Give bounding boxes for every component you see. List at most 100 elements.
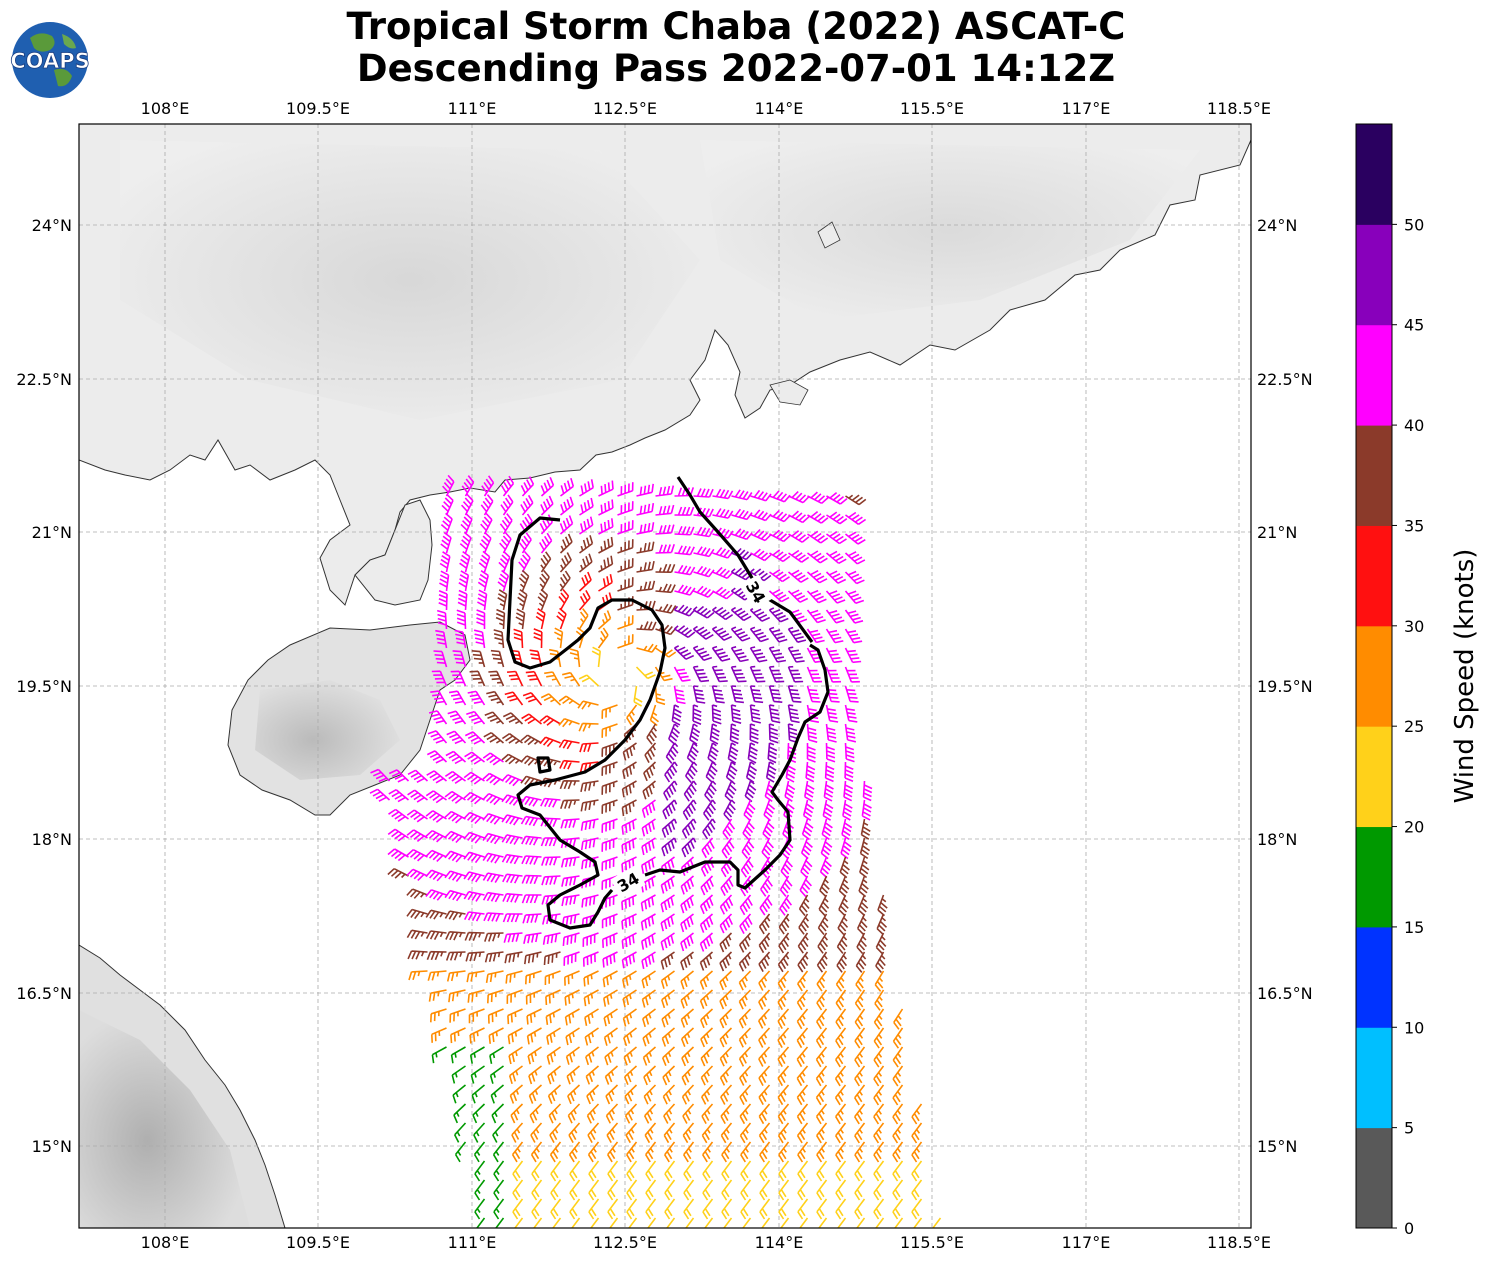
wind-barb xyxy=(444,870,466,882)
wind-barb xyxy=(430,1008,447,1023)
wind-barb xyxy=(520,755,542,766)
wind-barb xyxy=(680,970,695,990)
wind-barb xyxy=(821,818,833,841)
wind-barb xyxy=(588,1160,600,1182)
wind-barb xyxy=(427,970,447,981)
wind-barb xyxy=(750,509,772,522)
wind-barb xyxy=(569,1179,581,1201)
wind-barb xyxy=(796,1084,809,1106)
wind-barb xyxy=(892,1084,904,1106)
wind-barb xyxy=(682,1103,695,1124)
wind-barb xyxy=(640,894,656,912)
wind-barb xyxy=(643,761,657,782)
wind-barb xyxy=(602,932,618,948)
title-line-2: Descending Pass 2022-07-01 14:12Z xyxy=(356,47,1116,90)
wind-barb xyxy=(459,550,471,573)
wind-barb xyxy=(825,742,836,763)
wind-barb xyxy=(469,1027,485,1044)
wind-barb xyxy=(604,1046,618,1066)
wind-barb xyxy=(749,646,768,663)
wind-barb xyxy=(581,894,599,908)
wind-barb xyxy=(661,989,675,1009)
wind-barb xyxy=(797,1198,809,1220)
wind-barb xyxy=(874,989,885,1011)
wind-barb xyxy=(546,1027,561,1045)
wind-barb xyxy=(445,750,467,765)
wind-barb xyxy=(559,515,574,535)
wind-barb xyxy=(692,645,713,662)
wind-barb xyxy=(578,571,592,592)
wind-barb xyxy=(636,483,654,497)
wind-barb xyxy=(892,1141,904,1163)
wind-barb xyxy=(569,1160,581,1182)
wind-barb xyxy=(666,1217,676,1228)
wind-barb xyxy=(834,1084,847,1106)
wind-barb xyxy=(780,1217,790,1228)
wind-barb xyxy=(564,1008,580,1026)
wind-barb xyxy=(873,1141,885,1163)
wind-barb xyxy=(816,1198,828,1220)
wind-barb xyxy=(655,583,676,594)
wind-barb xyxy=(617,520,634,535)
wind-barb xyxy=(571,1217,581,1228)
wind-barb xyxy=(582,932,599,947)
wind-barb xyxy=(628,1217,638,1228)
chart-title: Tropical Storm Chaba (2022) ASCAT-C Desc… xyxy=(0,6,1472,90)
wind-barb xyxy=(845,511,867,525)
wind-barb xyxy=(565,1046,580,1065)
wind-barb xyxy=(642,1008,656,1028)
wind-barb xyxy=(825,609,845,624)
wind-barb xyxy=(426,750,448,764)
wind-barb xyxy=(723,799,736,822)
wind-barb xyxy=(474,1160,486,1182)
wind-barb xyxy=(544,970,561,986)
wind-barb xyxy=(721,1179,733,1201)
wind-barb xyxy=(406,829,428,843)
wind-barb xyxy=(452,650,467,668)
wind-barb xyxy=(816,1141,828,1163)
wind-barb xyxy=(660,894,675,913)
wind-barb xyxy=(636,621,657,631)
wind-barb xyxy=(655,647,677,658)
wind-barb xyxy=(559,780,580,790)
colorbar-label: Wind Speed (knots) xyxy=(1450,548,1480,804)
wind-barb xyxy=(854,1141,866,1163)
wind-barb xyxy=(428,710,448,725)
wind-barb xyxy=(470,1065,485,1084)
wind-barb xyxy=(492,1141,505,1163)
wind-barb xyxy=(564,989,580,1006)
wind-barb xyxy=(425,869,447,882)
wind-barb xyxy=(854,1179,866,1201)
wind-barb xyxy=(540,797,561,808)
colorbar-tick-label: 40 xyxy=(1404,416,1424,435)
wind-barb xyxy=(621,837,637,854)
wind-barb xyxy=(454,629,467,649)
wind-barb xyxy=(719,951,733,972)
wind-barb xyxy=(579,742,599,753)
wind-barb xyxy=(758,1046,771,1067)
wind-barb xyxy=(797,951,809,973)
wind-barb xyxy=(626,704,638,726)
lat-tick: 21°N xyxy=(1257,523,1297,542)
wind-barb xyxy=(693,546,715,558)
lat-tick: 19.5°N xyxy=(16,677,72,696)
wind-barb xyxy=(816,951,828,973)
wind-barb xyxy=(721,1160,733,1182)
wind-barb xyxy=(685,1217,695,1228)
wind-barb xyxy=(464,931,485,942)
wind-barb xyxy=(712,586,734,600)
wind-barb xyxy=(668,723,681,746)
wind-barb xyxy=(493,1179,505,1201)
wind-barb xyxy=(683,1160,695,1182)
lon-tick: 118.5°E xyxy=(1207,99,1271,118)
wind-barb xyxy=(464,751,485,765)
wind-barb xyxy=(700,1065,714,1086)
wind-barb xyxy=(497,589,508,611)
wind-barb xyxy=(430,690,448,706)
wind-barb xyxy=(892,1046,904,1068)
wind-barb xyxy=(559,759,580,770)
wind-barb xyxy=(835,1008,847,1030)
wind-barb xyxy=(504,951,523,964)
wind-barb xyxy=(449,1008,466,1023)
wind-barb xyxy=(680,913,694,933)
